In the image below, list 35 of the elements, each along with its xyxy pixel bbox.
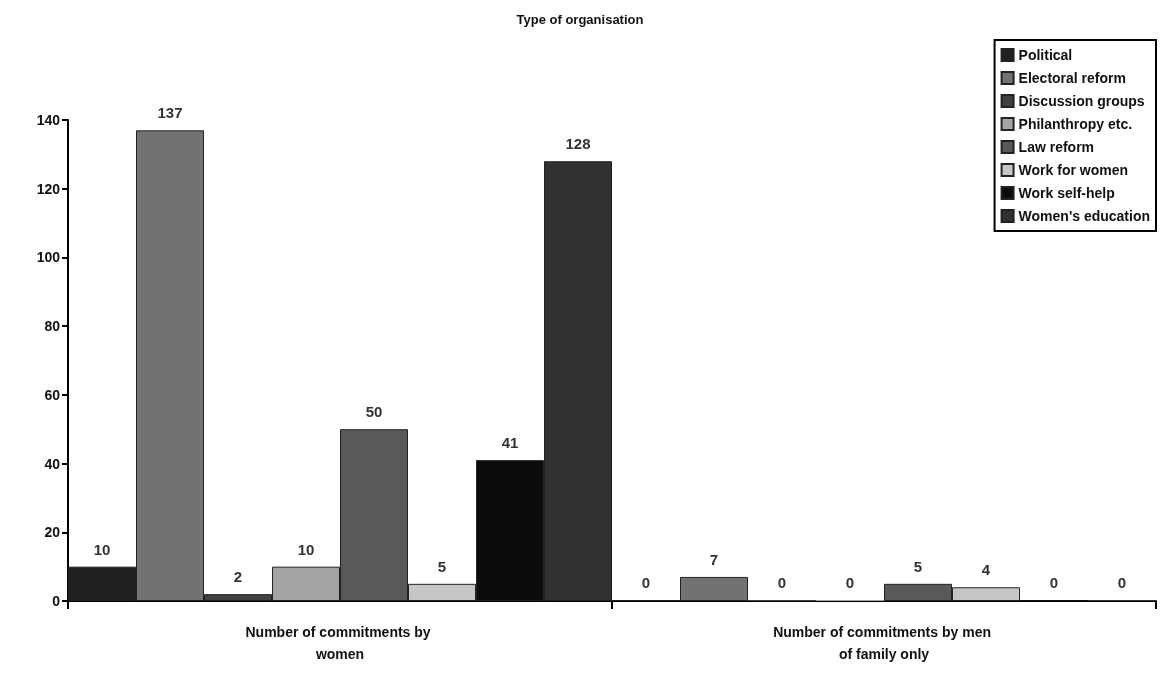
data-label: 5 bbox=[913, 557, 923, 575]
data-label: 10 bbox=[297, 540, 315, 558]
data-label: 10 bbox=[93, 540, 111, 558]
y-tick-label: 100 bbox=[36, 249, 61, 266]
legend-label: Women's education bbox=[1018, 208, 1150, 224]
data-label: 0 bbox=[1049, 574, 1059, 591]
data-label: 50 bbox=[365, 403, 383, 421]
legend-label: Philanthropy etc. bbox=[1018, 116, 1133, 132]
y-tick-label: 60 bbox=[44, 386, 61, 403]
data-label: 0 bbox=[641, 574, 651, 591]
y-tick-label: 40 bbox=[44, 455, 61, 472]
y-tick-label: 120 bbox=[36, 180, 61, 197]
data-label: 0 bbox=[777, 574, 787, 591]
data-label: 137 bbox=[157, 104, 183, 122]
chart-title: Type of organisation bbox=[516, 12, 644, 27]
y-tick-label: 80 bbox=[44, 318, 61, 335]
data-label: 7 bbox=[709, 550, 719, 568]
x-tick-label: Number of commitments by men of family only bbox=[773, 624, 995, 662]
data-label: 41 bbox=[501, 434, 519, 452]
data-label: 0 bbox=[845, 574, 855, 591]
legend-label: Work for women bbox=[1018, 162, 1128, 178]
legend-label: Electoral reform bbox=[1018, 70, 1126, 86]
y-tick-label: 140 bbox=[36, 112, 61, 128]
legend-label: Political bbox=[1018, 47, 1073, 63]
x-tick-label: Number of commitments by women bbox=[245, 624, 435, 662]
legend-label: Law reform bbox=[1018, 139, 1095, 155]
y-tick-label: 0 bbox=[52, 593, 61, 609]
legend-label: Work self-help bbox=[1018, 185, 1115, 201]
data-label: 128 bbox=[565, 135, 591, 153]
y-tick-label: 20 bbox=[44, 524, 61, 541]
data-label: 5 bbox=[437, 557, 447, 575]
data-label: 2 bbox=[233, 568, 243, 586]
legend-label: Discussion groups bbox=[1018, 93, 1145, 109]
data-label: 4 bbox=[981, 561, 991, 579]
data-label: 0 bbox=[1117, 574, 1127, 591]
